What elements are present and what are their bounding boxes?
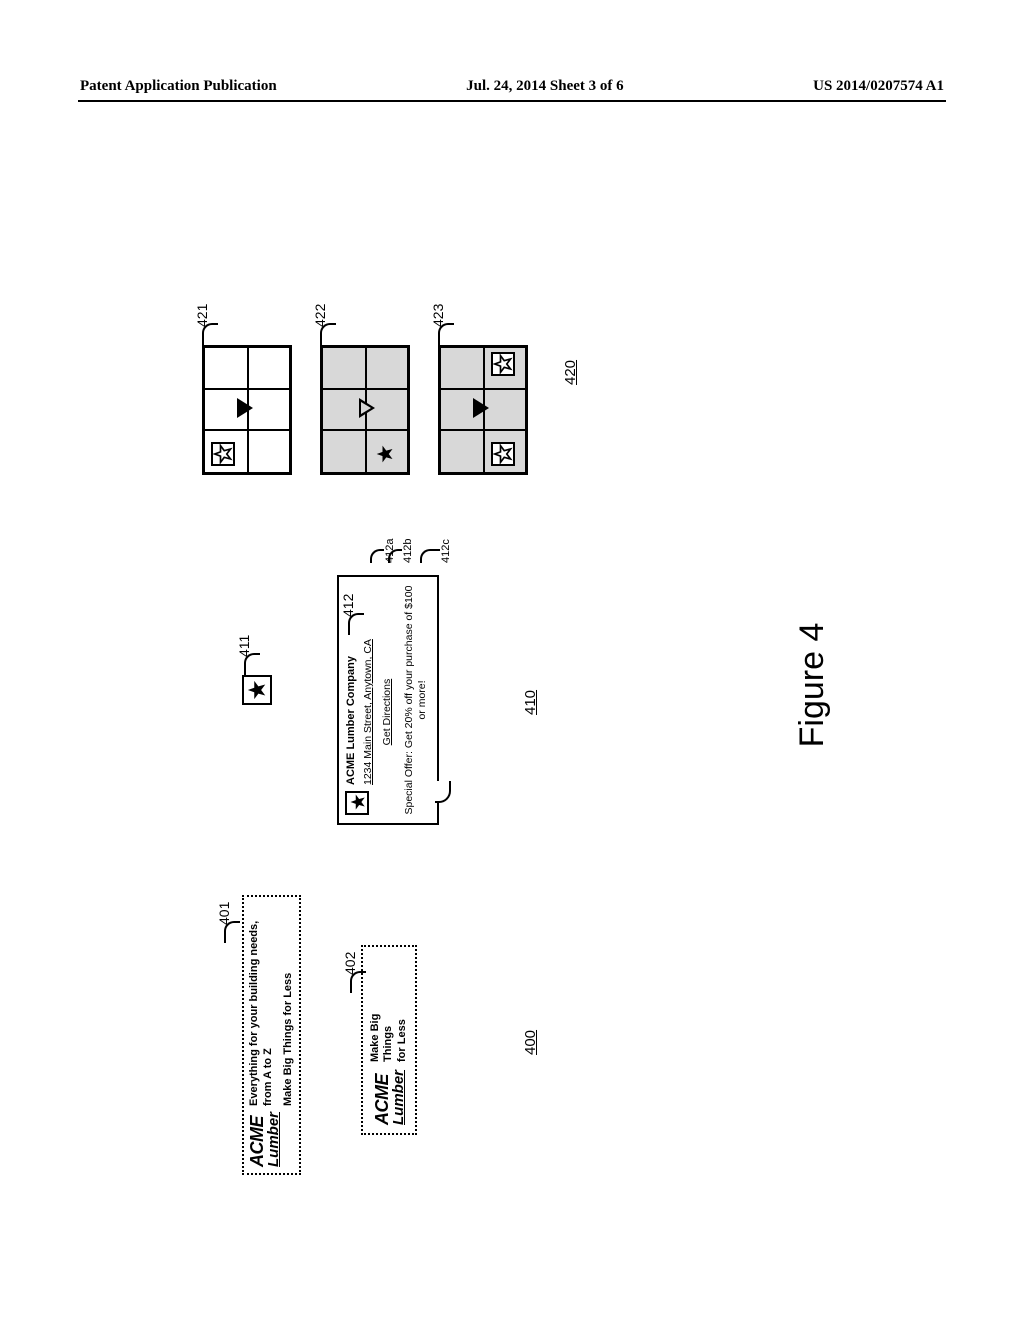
header-right: US 2014/0207574 A1 — [813, 78, 944, 95]
group-410: 411 412 ACME Lumber Company 12 — [242, 525, 439, 825]
ref-411-leader: 411 — [236, 635, 254, 657]
ad-401-tag1: Everything for your building needs, from… — [248, 903, 276, 1106]
ref-412c: 412c — [420, 525, 452, 563]
group-400: 401 ACME Lumber Everything for your buil… — [242, 875, 417, 1175]
arrow-down-icon — [237, 398, 253, 418]
info-412-address-link[interactable]: 1234 Main Street, Anytown, CA — [362, 639, 374, 785]
star-icon — [375, 440, 399, 464]
ad-402-line1: Make Big — [369, 1014, 382, 1062]
ref-422-leader: 422 — [312, 304, 330, 327]
info-box-412: ACME Lumber Company 1234 Main Street, An… — [337, 575, 439, 825]
ad-401-text: Everything for your building needs, from… — [248, 903, 295, 1106]
ref-402-leader: 402 — [342, 952, 360, 975]
ref-412b: 412b — [388, 525, 414, 563]
figure-title: Figure 4 — [793, 623, 832, 748]
header-left: Patent Application Publication — [80, 78, 277, 95]
ad-401: ACME Lumber Everything for your building… — [242, 895, 301, 1175]
ad-401-tag2: Make Big Things for Less — [282, 903, 296, 1106]
figure-4-rotated: 401 ACME Lumber Everything for your buil… — [0, 251, 1024, 1119]
map-422 — [320, 345, 410, 475]
group-ref-420: 420 — [562, 360, 579, 385]
info-412-address: 1234 Main Street, Anytown, CA — [358, 639, 376, 785]
ad-402-line3: for Less — [396, 1014, 409, 1062]
acme-logo-401: ACME Lumber — [248, 1112, 281, 1167]
info-412-directions-link[interactable]: Get Directions — [381, 679, 393, 746]
star-icon — [491, 442, 515, 466]
star-pin-icon — [242, 675, 272, 705]
page-header: Patent Application Publication Jul. 24, … — [0, 78, 1024, 95]
ad-402: ACME Lumber Make Big Things for Less — [361, 945, 417, 1135]
ref-401-leader: 401 — [216, 902, 234, 925]
ref-423-leader: 423 — [430, 304, 448, 327]
map-pin-411 — [242, 525, 277, 705]
header-rule — [78, 100, 946, 102]
arrow-down-outline-icon — [359, 398, 375, 418]
ref-421-leader: 421 — [194, 304, 212, 327]
figure-4-content: 401 ACME Lumber Everything for your buil… — [162, 185, 862, 1185]
header-center: Jul. 24, 2014 Sheet 3 of 6 — [466, 78, 624, 95]
acme-logo-402: ACME Lumber — [373, 1070, 406, 1125]
info-412-offer: Special Offer: Get 20% off your purchase… — [403, 585, 429, 815]
ref-412b-label: 412b — [402, 539, 414, 563]
ad-402-text: Make Big Things for Less — [369, 1014, 409, 1062]
ad-402-line2: Things — [382, 1014, 395, 1062]
star-icon — [491, 352, 515, 376]
brand-lumber-402: Lumber — [391, 1070, 406, 1125]
map-421 — [202, 345, 292, 475]
arrow-down-icon — [473, 398, 489, 418]
brand-acme-402: ACME — [373, 1070, 391, 1125]
group-ref-400: 400 — [522, 1030, 539, 1055]
info-412-directions: Get Directions — [377, 639, 395, 785]
group-420: 421 422 — [202, 215, 556, 475]
star-icon — [211, 442, 235, 466]
ref-412c-label: 412c — [440, 539, 452, 563]
star-pin-icon-412 — [345, 791, 369, 815]
brand-lumber: Lumber — [266, 1112, 281, 1167]
map-423 — [438, 345, 528, 475]
group-ref-410: 410 — [522, 690, 539, 715]
brand-acme: ACME — [248, 1112, 266, 1167]
info-412-name: ACME Lumber Company — [345, 639, 358, 785]
